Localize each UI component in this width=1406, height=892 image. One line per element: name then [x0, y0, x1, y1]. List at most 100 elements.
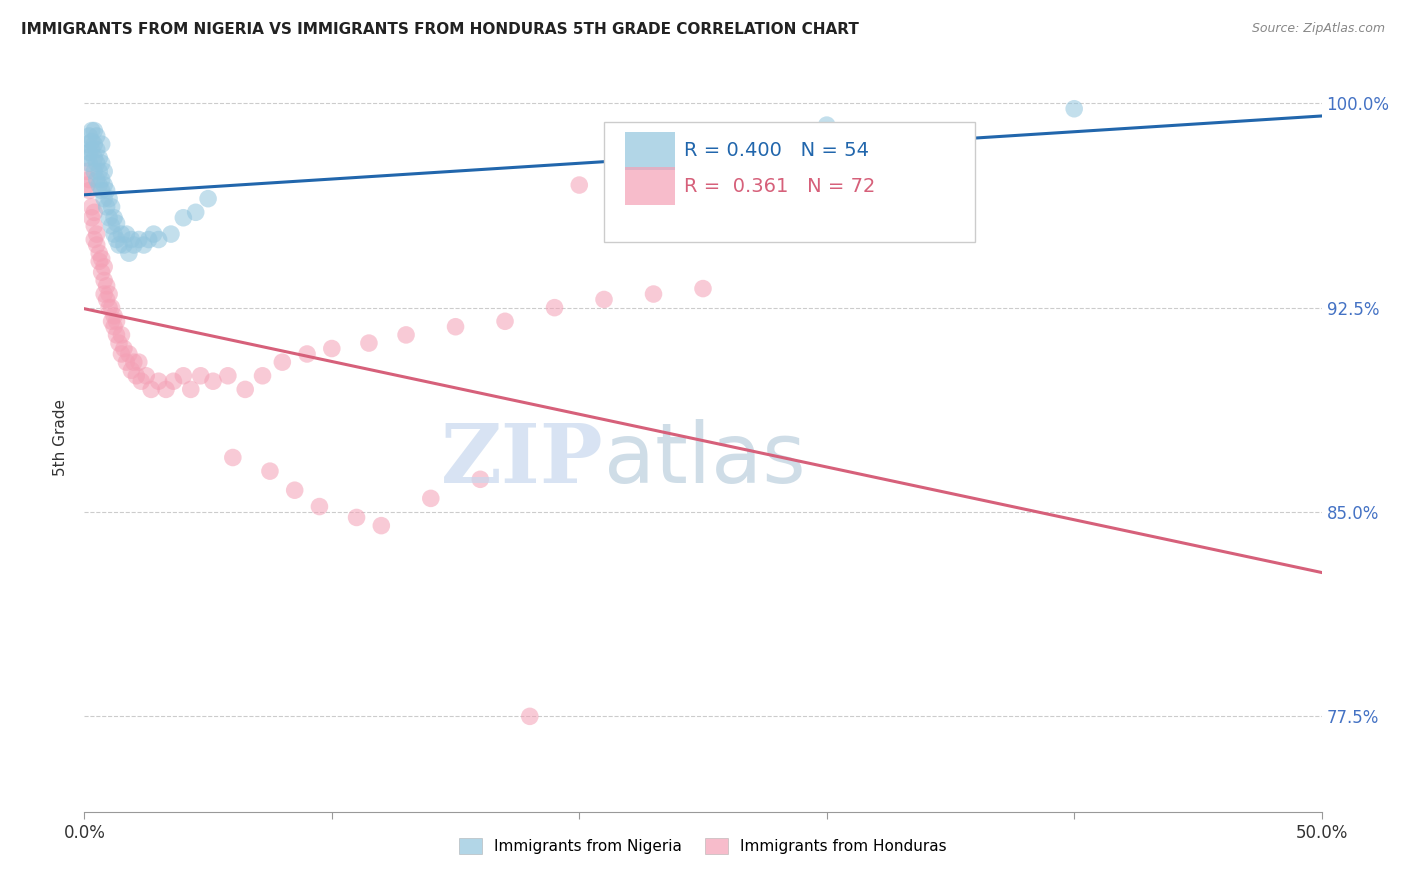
Point [1063, 102, 1085, 116]
Point [128, 233, 150, 247]
Point [160, 227, 183, 241]
Point [295, 347, 318, 361]
Point [86, 227, 108, 241]
Point [100, 200, 122, 214]
Point [96, 278, 118, 293]
Point [118, 246, 141, 260]
Point [346, 510, 368, 524]
Point [86, 156, 108, 170]
Point [100, 314, 122, 328]
Point [138, 233, 160, 247]
Point [98, 192, 121, 206]
Point [103, 319, 125, 334]
Point [83, 205, 105, 219]
Point [79, 145, 101, 160]
Point [103, 211, 125, 225]
Point [284, 483, 307, 498]
Point [105, 216, 128, 230]
Point [90, 172, 112, 186]
FancyBboxPatch shape [626, 132, 675, 169]
Point [98, 211, 121, 225]
Point [96, 184, 118, 198]
Point [83, 164, 105, 178]
Point [100, 301, 122, 315]
Point [93, 260, 115, 274]
Point [93, 273, 115, 287]
Legend: Immigrants from Nigeria, Immigrants from Honduras: Immigrants from Nigeria, Immigrants from… [453, 832, 953, 860]
FancyBboxPatch shape [626, 168, 675, 205]
Point [122, 355, 145, 369]
Point [105, 233, 128, 247]
Point [86, 172, 108, 186]
Point [370, 518, 392, 533]
Point [105, 314, 128, 328]
Point [148, 374, 170, 388]
Point [271, 355, 294, 369]
Point [89, 254, 111, 268]
Point [110, 227, 132, 241]
Point [98, 287, 121, 301]
Point [79, 128, 101, 143]
Point [89, 246, 111, 260]
Text: Source: ZipAtlas.com: Source: ZipAtlas.com [1251, 22, 1385, 36]
Point [357, 336, 380, 351]
Point [120, 233, 142, 247]
Point [76, 164, 98, 178]
Point [172, 368, 194, 383]
Text: R =  0.361   N = 72: R = 0.361 N = 72 [685, 177, 876, 195]
Point [112, 342, 135, 356]
Point [86, 143, 108, 157]
Point [202, 374, 225, 388]
Point [321, 342, 343, 356]
Point [89, 151, 111, 165]
Point [135, 368, 157, 383]
Point [141, 383, 163, 397]
Point [142, 227, 165, 241]
Point [395, 327, 418, 342]
Point [217, 368, 239, 383]
Point [86, 238, 108, 252]
Point [90, 252, 112, 266]
Text: ZIP: ZIP [441, 419, 605, 500]
Point [233, 383, 256, 397]
Point [100, 219, 122, 233]
Point [83, 219, 105, 233]
Point [172, 211, 194, 225]
Point [692, 282, 714, 296]
Point [128, 355, 150, 369]
Point [86, 128, 108, 143]
Point [115, 355, 138, 369]
Point [76, 151, 98, 165]
Point [80, 123, 103, 137]
Text: IMMIGRANTS FROM NIGERIA VS IMMIGRANTS FROM HONDURAS 5TH GRADE CORRELATION CHART: IMMIGRANTS FROM NIGERIA VS IMMIGRANTS FR… [21, 22, 859, 37]
Point [122, 238, 145, 252]
Point [89, 178, 111, 192]
Point [180, 383, 202, 397]
Point [110, 327, 132, 342]
Point [90, 265, 112, 279]
Point [519, 709, 541, 723]
Point [643, 287, 665, 301]
Point [470, 472, 492, 486]
Point [112, 238, 135, 252]
Point [96, 200, 118, 214]
Text: R = 0.400   N = 54: R = 0.400 N = 54 [685, 141, 869, 160]
Point [80, 135, 103, 149]
Point [83, 137, 105, 152]
Point [155, 383, 177, 397]
Point [98, 301, 121, 315]
Point [76, 137, 98, 152]
Point [132, 238, 155, 252]
Point [93, 164, 115, 178]
Point [115, 227, 138, 241]
Point [80, 200, 103, 214]
Point [93, 287, 115, 301]
Point [129, 374, 152, 388]
Point [90, 156, 112, 170]
Point [118, 347, 141, 361]
Point [83, 123, 105, 137]
Point [197, 192, 219, 206]
Point [105, 327, 128, 342]
Point [593, 293, 616, 307]
Point [80, 143, 103, 157]
